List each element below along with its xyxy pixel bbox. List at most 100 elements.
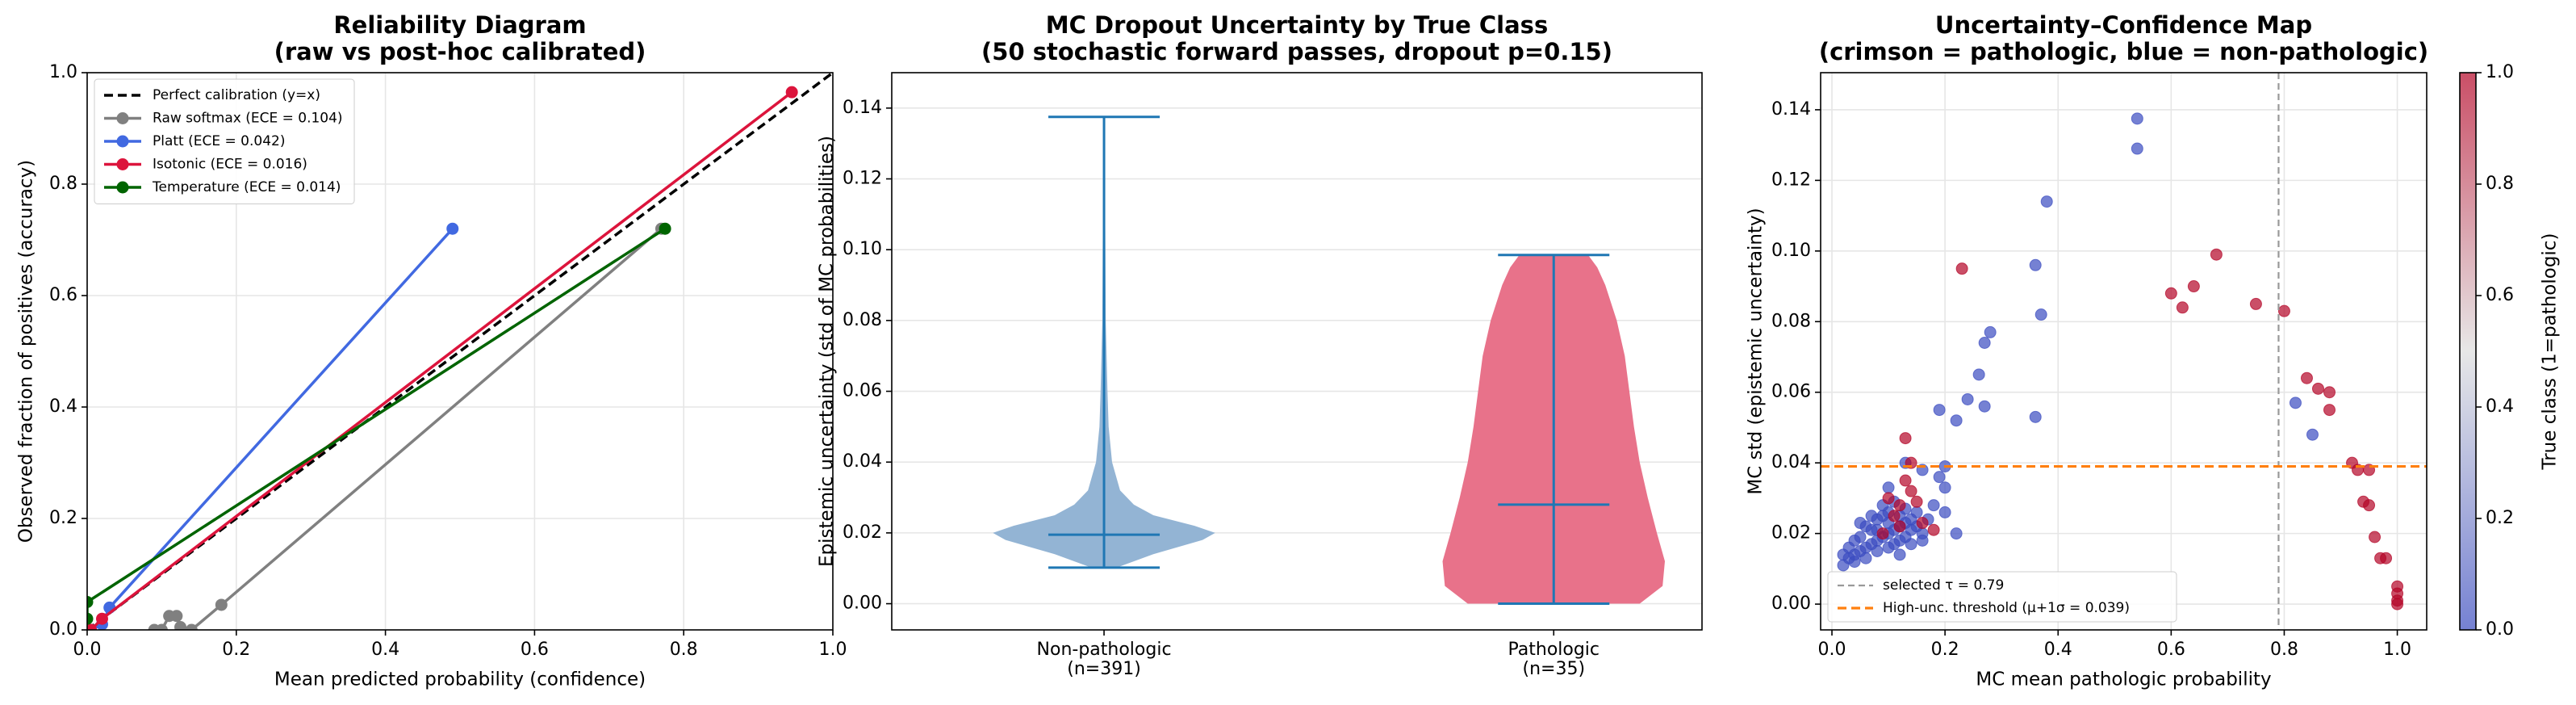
data-point: [1978, 337, 1991, 350]
y-tick-label: 0.14: [1771, 99, 1811, 120]
data-point: [87, 623, 98, 630]
data-point: [446, 222, 459, 235]
chart-title: Reliability Diagram: [333, 11, 586, 39]
data-point: [87, 612, 94, 625]
chart-title: (crimson = pathologic, blue = non-pathol…: [1819, 38, 2428, 65]
chart-title: (50 stochastic forward passes, dropout p…: [981, 38, 1612, 65]
x-tick-label: 0.8: [2270, 640, 2298, 660]
data-point: [2323, 404, 2336, 417]
y-tick-label: 0.08: [843, 310, 882, 330]
colorbar-tick-label: 1.0: [2486, 62, 2514, 82]
data-point: [1899, 474, 1912, 487]
data-point: [2289, 397, 2302, 409]
colorbar-tick-label: 0.8: [2486, 174, 2514, 194]
data-point: [215, 598, 228, 611]
axes-frame: [891, 72, 1703, 631]
data-point: [2363, 499, 2376, 512]
data-point: [1916, 517, 1929, 530]
data-point: [1893, 499, 1906, 512]
plot-area: [87, 73, 833, 630]
y-tick-label: 0.6: [49, 285, 77, 305]
x-tick-label: Non-pathologic: [1037, 640, 1172, 660]
legend-marker: [116, 158, 129, 170]
data-point: [1848, 556, 1861, 569]
y-tick-label: 0.06: [1771, 382, 1811, 402]
data-point: [1882, 481, 1895, 494]
data-point: [2131, 142, 2143, 155]
y-tick-label: 0.4: [49, 397, 77, 417]
legend-box: [1827, 571, 2177, 623]
data-point: [2380, 552, 2393, 564]
y-tick-label: 0.00: [843, 594, 882, 614]
data-point: [1859, 552, 1872, 564]
y-tick-label: 0.12: [1771, 170, 1811, 190]
legend-label: High-unc. threshold (μ+1σ = 0.039): [1883, 600, 2130, 616]
data-point: [1893, 520, 1906, 533]
data-point: [1955, 262, 1968, 275]
data-point: [185, 623, 198, 630]
y-tick-label: 0.04: [1771, 452, 1811, 472]
y-tick-label: 0.00: [1771, 594, 1811, 614]
data-point: [1837, 548, 1850, 561]
plot-area: [892, 107, 1702, 606]
data-point: [1905, 523, 1917, 536]
x-tick-label: 0.4: [2044, 640, 2072, 660]
y-tick-label: 1.0: [49, 62, 77, 82]
data-point: [1972, 368, 1985, 381]
data-point: [2300, 371, 2313, 384]
data-point: [174, 621, 186, 630]
data-point: [2131, 112, 2143, 125]
y-tick-label: 0.0: [49, 619, 77, 640]
y-tick-label: 0.08: [1771, 311, 1811, 331]
data-point: [2034, 308, 2047, 321]
data-point: [1938, 481, 1951, 494]
colorbar-tick-label: 0.0: [2486, 619, 2514, 640]
data-point: [1927, 523, 1940, 536]
x-tick-label: 0.2: [1931, 640, 1959, 660]
data-point: [1882, 492, 1895, 505]
data-point: [2187, 280, 2200, 293]
data-point: [87, 596, 94, 608]
data-point: [1961, 392, 1974, 405]
y-tick-label: 0.06: [843, 381, 882, 401]
legend-marker: [116, 112, 129, 124]
colorbar-tick-label: 0.4: [2486, 397, 2514, 417]
data-point: [155, 623, 168, 630]
colorbar: [2460, 73, 2476, 630]
x-axis-label: MC mean pathologic probability: [1976, 669, 2271, 690]
x-tick-label: Pathologic: [1508, 640, 1600, 660]
y-tick-label: 0.2: [49, 508, 77, 528]
data-point: [170, 610, 183, 623]
data-point: [2029, 410, 2042, 423]
data-point: [2277, 304, 2290, 317]
data-point: [1865, 510, 1878, 522]
legend-label: Platt (ECE = 0.042): [153, 133, 285, 149]
legend-label: selected τ = 0.79: [1883, 577, 2004, 594]
legend-label: Temperature (ECE = 0.014): [152, 179, 341, 195]
data-point: [1978, 400, 1991, 413]
x-tick-label: 0.0: [73, 640, 102, 660]
axes-frame: [1820, 72, 2428, 631]
colorbar-frame: [2459, 72, 2477, 631]
y-tick-label: 0.10: [1771, 241, 1811, 261]
data-point: [2391, 598, 2404, 611]
y-tick-label: 0.02: [1771, 523, 1811, 543]
data-point: [1950, 414, 1963, 427]
data-point: [1871, 544, 1884, 557]
data-point: [2249, 297, 2262, 310]
chart-title: MC Dropout Uncertainty by True Class: [1046, 11, 1548, 39]
data-point: [2164, 287, 2177, 300]
data-point: [1910, 506, 1923, 518]
data-point: [2176, 301, 2189, 314]
x-tick-label: 0.8: [670, 640, 698, 660]
data-point: [1984, 325, 1997, 338]
x-tick-label: 0.6: [2157, 640, 2185, 660]
colorbar-tick-label: 0.6: [2486, 285, 2514, 305]
data-point: [1882, 541, 1895, 554]
data-point: [2323, 386, 2336, 399]
data-point: [1876, 527, 1889, 540]
data-point: [1893, 548, 1906, 561]
data-point: [785, 86, 798, 99]
